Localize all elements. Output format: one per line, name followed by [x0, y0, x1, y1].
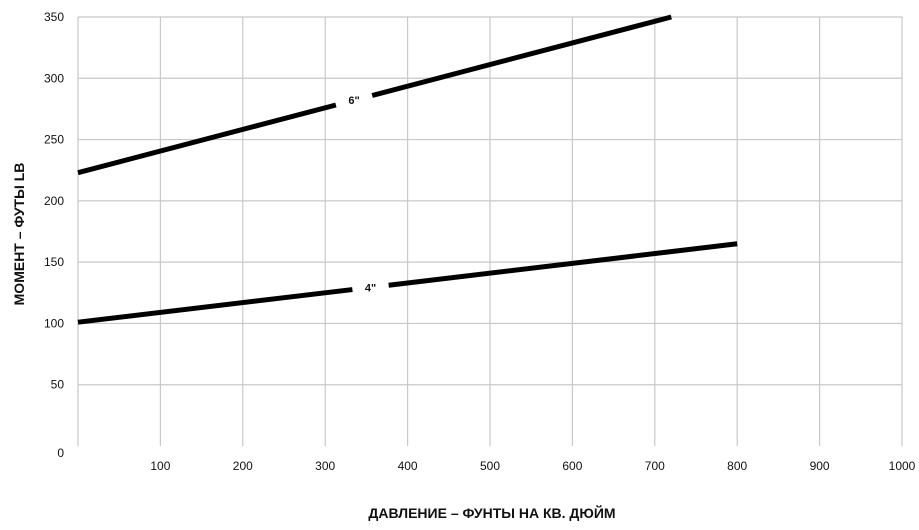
series-line-6in-segment-1 — [77, 102, 337, 176]
x-tick-label: 700 — [645, 459, 665, 473]
series-line-4in-segment-2 — [388, 241, 738, 288]
x-tick-label: 800 — [727, 459, 747, 473]
x-tick-label: 600 — [562, 459, 582, 473]
x-tick-label: 500 — [480, 459, 500, 473]
x-tick-label: 200 — [233, 459, 253, 473]
series-label-4in: 4" — [365, 282, 376, 294]
series-line-6in-segment-2 — [371, 14, 672, 98]
grid — [77, 16, 903, 446]
y-tick-label: 100 — [44, 316, 64, 330]
y-tick-label: 150 — [44, 255, 64, 269]
y-tick-label: 350 — [44, 10, 64, 24]
x-tick-label: 900 — [810, 459, 830, 473]
x-tick-label: 1000 — [889, 459, 916, 473]
y-tick-label: 250 — [44, 133, 64, 147]
x-tick-label: 300 — [315, 459, 335, 473]
tick-labels: 100 200 300 400 500 600 700 800 900 1000 0 50 100 150… — [44, 10, 916, 473]
y-tick-label: 200 — [44, 194, 64, 208]
y-tick-label: 300 — [44, 71, 64, 85]
x-tick-label: 100 — [150, 459, 170, 473]
y-axis-title: МОМЕНТ – ФУТЫ LB — [11, 163, 27, 306]
series-lines — [77, 14, 738, 325]
series-line-4in-segment-1 — [77, 287, 353, 325]
y-tick-label: 0 — [57, 446, 64, 460]
x-axis-title: ДАВЛЕНИЕ – ФУНТЫ НА КВ. ДЮЙМ — [368, 504, 615, 521]
x-tick-label: 400 — [398, 459, 418, 473]
series-label-6in: 6" — [348, 95, 359, 107]
y-tick-label: 50 — [51, 378, 65, 392]
series-labels: 6" 4" — [348, 95, 376, 294]
